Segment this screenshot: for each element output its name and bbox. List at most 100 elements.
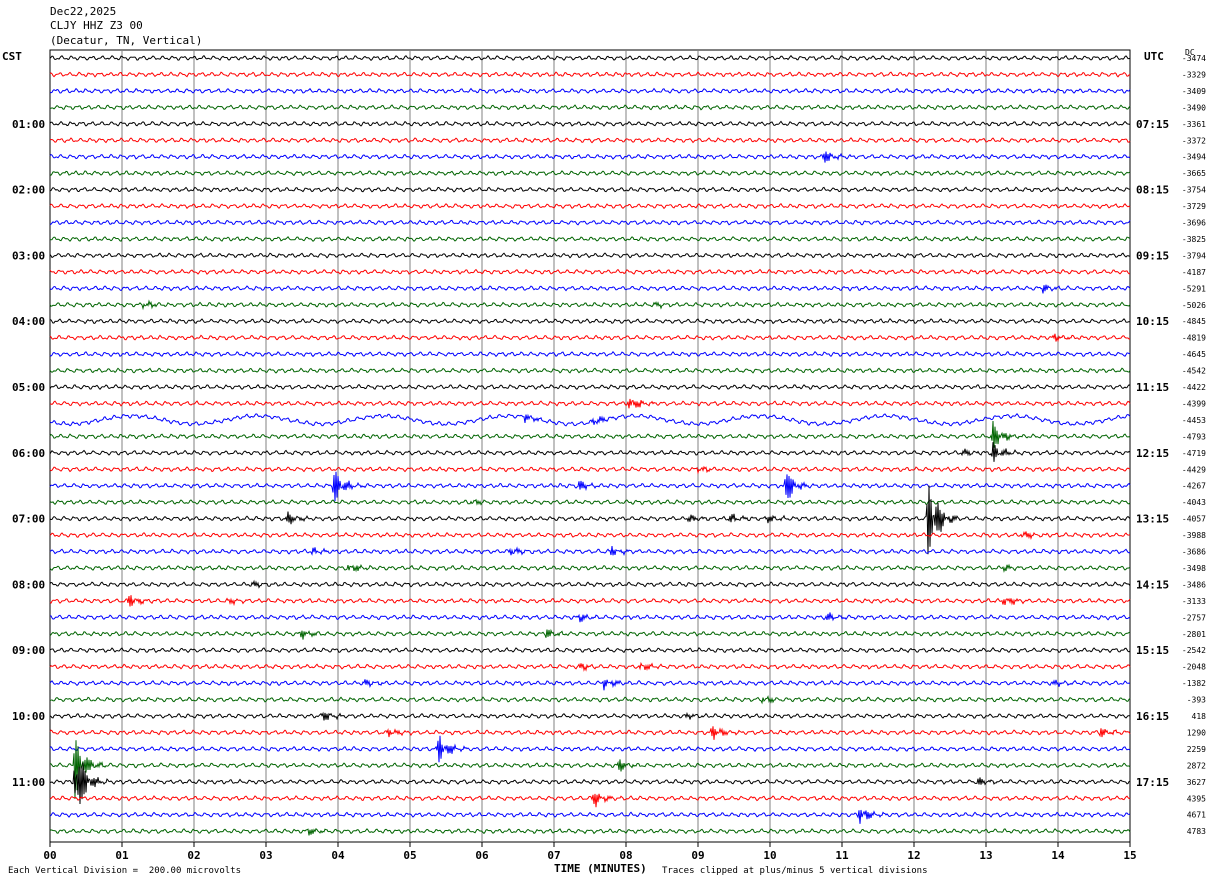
dc-offset-label: 2872 — [1187, 761, 1206, 770]
seismic-trace — [49, 137, 1131, 144]
dc-offset-label: -4043 — [1182, 498, 1206, 507]
x-tick-label: 13 — [979, 849, 992, 862]
utc-hour-label: 08:15 — [1136, 184, 1169, 197]
dc-offset-label: -4399 — [1182, 399, 1206, 408]
dc-offset-label: -3686 — [1182, 548, 1206, 557]
seismic-trace — [49, 465, 1130, 475]
dc-offset-label: -3729 — [1182, 202, 1206, 211]
utc-hour-label: 11:15 — [1136, 381, 1169, 394]
seismic-trace — [49, 628, 1131, 640]
dc-offset-label: -3409 — [1182, 87, 1206, 96]
dc-offset-label: -3696 — [1182, 219, 1206, 228]
dc-offset-label: -3474 — [1182, 54, 1206, 63]
seismic-trace — [49, 268, 1130, 275]
cst-hour-label: 04:00 — [12, 315, 45, 328]
dc-offset-label: -3794 — [1182, 251, 1206, 260]
cst-hour-label: 06:00 — [12, 447, 45, 460]
dc-offset-label: -3498 — [1182, 564, 1206, 573]
left-timezone-label: CST — [2, 50, 22, 63]
dc-offset-label: -3825 — [1182, 235, 1206, 244]
seismic-trace — [49, 442, 1131, 462]
dc-offset-label: -5026 — [1182, 301, 1206, 310]
seismic-trace — [49, 71, 1131, 78]
x-tick-label: 01 — [115, 849, 129, 862]
seismic-trace — [49, 530, 1131, 540]
dc-offset-label: -4267 — [1182, 482, 1206, 491]
seismic-trace — [49, 579, 1131, 589]
x-tick-label: 15 — [1123, 849, 1136, 862]
cst-hour-label: 03:00 — [12, 249, 45, 262]
x-tick-label: 14 — [1051, 849, 1065, 862]
plot-frame — [49, 49, 1131, 843]
dc-offset-label: 4783 — [1187, 827, 1206, 836]
dc-offset-label: -393 — [1187, 696, 1206, 705]
dc-offset-label: -2757 — [1182, 613, 1206, 622]
dc-offset-label: 4395 — [1187, 794, 1206, 803]
seismic-trace — [49, 762, 1131, 805]
seismic-trace — [49, 151, 1131, 163]
seismic-trace — [49, 420, 1131, 448]
dc-offset-label: -3494 — [1182, 153, 1206, 162]
header-location: (Decatur, TN, Vertical) — [50, 34, 203, 47]
seismic-trace — [49, 186, 1131, 193]
dc-offset-label: -4819 — [1182, 334, 1206, 343]
seismic-trace — [49, 695, 1131, 705]
seismic-trace — [49, 793, 1131, 808]
seismic-trace — [49, 485, 1131, 555]
dc-offset-label: -3329 — [1182, 70, 1206, 79]
axis-label-group: 00 01 02 03 04 05 06 07 08 09 10 11 12 13 14 15 -3474 -33… — [12, 54, 1206, 862]
seismic-trace — [49, 563, 1131, 573]
seismic-trace — [49, 646, 1131, 654]
right-timezone-label: UTC — [1144, 50, 1164, 63]
seismic-trace — [49, 284, 1131, 294]
cst-hour-label: 08:00 — [12, 578, 45, 591]
seismic-trace — [49, 679, 1131, 691]
cst-hour-label: 05:00 — [12, 381, 45, 394]
dc-offset-label: -4057 — [1182, 515, 1206, 524]
seismic-trace — [49, 711, 1131, 721]
seismic-trace — [49, 827, 1131, 836]
dc-offset-label: -3490 — [1182, 103, 1206, 112]
x-tick-label: 02 — [187, 849, 200, 862]
utc-hour-label: 13:15 — [1136, 513, 1169, 526]
dc-offset-label: -1382 — [1182, 679, 1206, 688]
dc-offset-label: 418 — [1192, 712, 1207, 721]
dc-label: DC — [1185, 48, 1195, 57]
seismic-trace — [49, 350, 1131, 358]
x-tick-label: 12 — [907, 849, 920, 862]
seismic-trace — [49, 202, 1131, 210]
utc-hour-label: 16:15 — [1136, 710, 1169, 723]
dc-offset-label: -3754 — [1182, 186, 1206, 195]
dc-offset-label: -3988 — [1182, 531, 1206, 540]
seismic-trace — [49, 333, 1130, 343]
seismic-trace — [49, 367, 1131, 374]
seismic-trace — [50, 104, 1131, 111]
dc-offset-label: -4542 — [1182, 367, 1206, 376]
utc-hour-label: 14:15 — [1136, 578, 1169, 591]
seismic-trace — [49, 545, 1131, 556]
seismic-trace — [49, 87, 1131, 95]
header-station: CLJY HHZ Z3 00 — [50, 19, 143, 32]
seismic-trace — [49, 498, 1131, 506]
dc-offset-label: -2048 — [1182, 663, 1206, 672]
dc-offset-label: -3486 — [1182, 580, 1206, 589]
seismic-trace — [49, 318, 1131, 325]
seismic-trace — [49, 235, 1131, 243]
dc-offset-label: -3665 — [1182, 169, 1206, 178]
seismic-trace — [49, 252, 1131, 259]
utc-hour-label: 17:15 — [1136, 776, 1169, 789]
x-tick-label: 04 — [331, 849, 345, 862]
x-tick-label: 10 — [763, 849, 776, 862]
seismic-trace — [49, 740, 1131, 799]
dc-offset-label: 1290 — [1187, 728, 1206, 737]
dc-offset-label: -2801 — [1182, 630, 1206, 639]
cst-hour-label: 07:00 — [12, 513, 45, 526]
cst-hour-label: 01:00 — [12, 118, 45, 131]
x-tick-label: 05 — [403, 849, 416, 862]
utc-hour-label: 07:15 — [1136, 118, 1169, 131]
seismic-trace — [49, 809, 1131, 824]
seismic-trace — [49, 661, 1131, 672]
dc-offset-label: -3133 — [1182, 597, 1206, 606]
utc-hour-label: 12:15 — [1136, 447, 1169, 460]
utc-hour-label: 10:15 — [1136, 315, 1169, 328]
